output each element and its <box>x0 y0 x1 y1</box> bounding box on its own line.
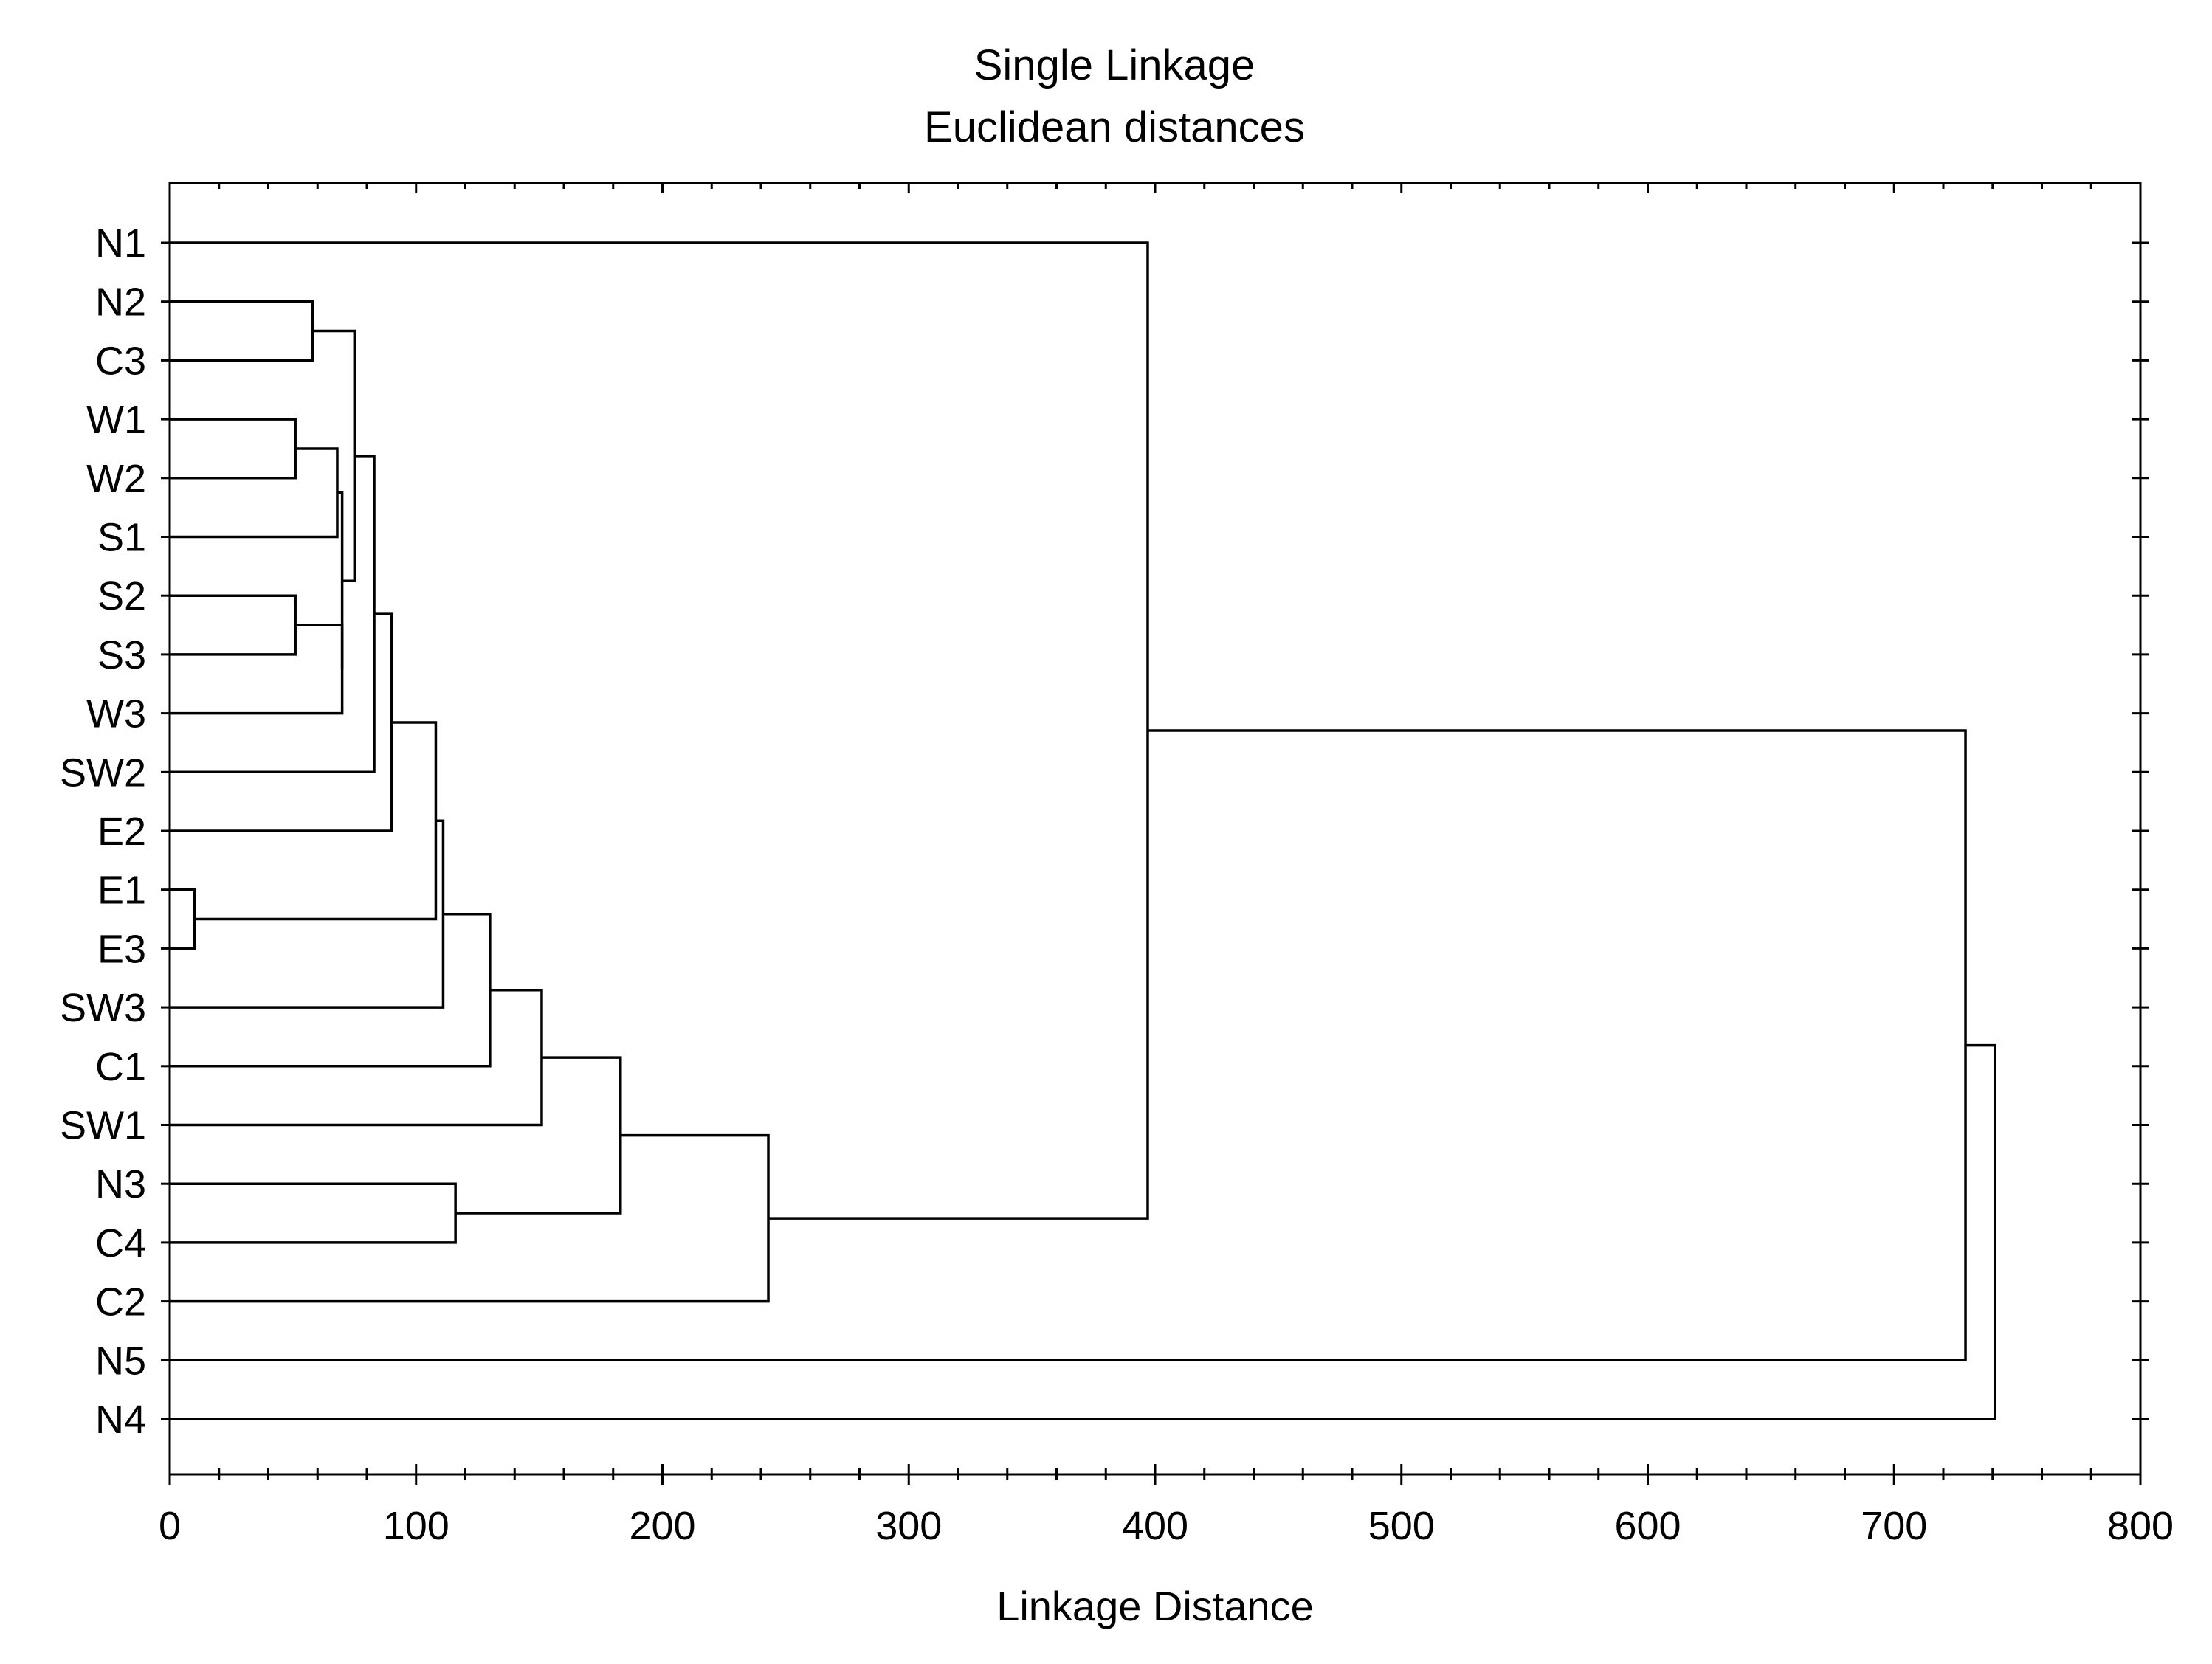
leaf-label: C2 <box>95 1280 146 1325</box>
leaf-label: S2 <box>97 574 146 618</box>
dendrogram-link-m8 <box>312 329 356 583</box>
leaf-labels: N1 N2 C3 W1 W2 S1 S2 S3 W3 SW2 E2 E1 E3 SW3 C1 SW1 N3 C4 C… <box>60 221 146 1442</box>
x-axis-ticks <box>168 183 2142 1485</box>
leaf-label: N4 <box>95 1398 146 1442</box>
plot-frame <box>168 182 2142 1476</box>
leaf-label: W1 <box>86 398 146 442</box>
leaf-label: SW2 <box>60 750 146 795</box>
leaf-label: C4 <box>95 1221 146 1266</box>
dendrogram-link-m15 <box>170 1182 457 1244</box>
dendrogram-link-m14 <box>170 989 543 1127</box>
x-axis-tick-labels: 0 100 200 300 400 500 600 700 800 <box>159 1504 2174 1548</box>
x-tick-label: 400 <box>1122 1504 1188 1548</box>
leaf-ticks <box>161 241 2149 1420</box>
dendrogram-link-m10 <box>170 612 393 832</box>
leaf-label: W2 <box>86 457 146 501</box>
dendrogram-link-m19 <box>170 729 1967 1362</box>
leaf-label: S3 <box>97 633 146 677</box>
dendrogram-link-m16 <box>455 1056 622 1215</box>
leaf-label: C3 <box>95 339 146 383</box>
leaf-label: W3 <box>86 692 146 736</box>
dendrogram-link-m11 <box>194 721 438 921</box>
leaf-label: N5 <box>95 1339 146 1383</box>
dendrogram-link-m17 <box>170 1133 770 1303</box>
dendrogram-link-m4 <box>170 300 314 362</box>
dendrogram-link-m5 <box>170 447 339 539</box>
dendrogram-link-m18 <box>170 241 1149 1220</box>
dendrogram-link-m2 <box>170 418 297 480</box>
x-tick-label: 500 <box>1368 1504 1435 1548</box>
x-tick-label: 0 <box>159 1504 181 1548</box>
leaf-label: N3 <box>95 1162 146 1206</box>
chart-subtitle: Euclidean distances <box>924 103 1305 151</box>
leaf-label: SW1 <box>60 1104 146 1148</box>
x-tick-label: 200 <box>629 1504 695 1548</box>
dendrogram-links <box>170 241 1996 1420</box>
dendrogram-link-m3 <box>170 594 297 656</box>
x-tick-label: 700 <box>1861 1504 1927 1548</box>
leaf-label: E2 <box>97 809 146 854</box>
x-tick-label: 600 <box>1614 1504 1681 1548</box>
leaf-label: E3 <box>97 927 146 971</box>
x-tick-label: 100 <box>383 1504 449 1548</box>
leaf-label: N2 <box>95 280 146 325</box>
x-tick-label: 800 <box>2107 1504 2174 1548</box>
leaf-label: SW3 <box>60 986 146 1030</box>
leaf-label: N1 <box>95 221 146 266</box>
leaf-label: C1 <box>95 1045 146 1089</box>
chart-title: Single Linkage <box>974 41 1255 89</box>
dendrogram-link-m9 <box>170 455 376 774</box>
leaf-label: E1 <box>97 869 146 913</box>
dendrogram-link-m20 <box>170 1043 1996 1420</box>
x-axis-label: Linkage Distance <box>996 1583 1314 1629</box>
dendrogram-link-m6 <box>170 624 344 715</box>
x-tick-label: 300 <box>875 1504 942 1548</box>
dendrogram-link-m7 <box>337 491 344 669</box>
dendrogram-link-m1 <box>170 888 196 950</box>
leaf-label: S1 <box>97 516 146 560</box>
dendrogram-link-m12 <box>170 819 445 1009</box>
